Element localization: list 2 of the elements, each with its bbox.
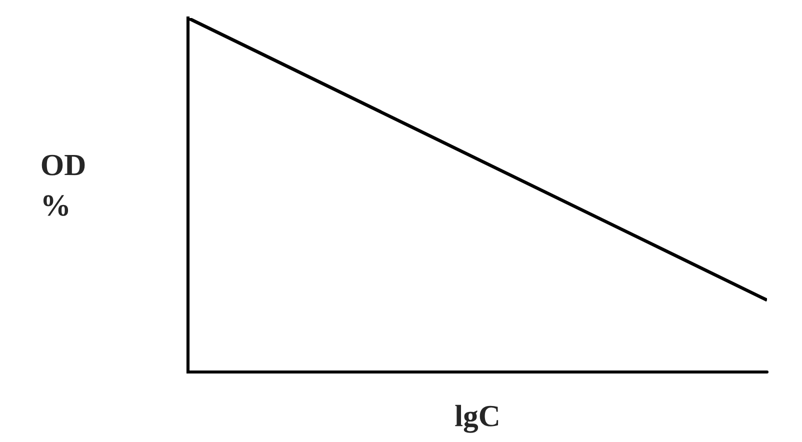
- y-axis-title: OD %: [42, 154, 85, 216]
- x-axis-title: lgC: [455, 404, 498, 433]
